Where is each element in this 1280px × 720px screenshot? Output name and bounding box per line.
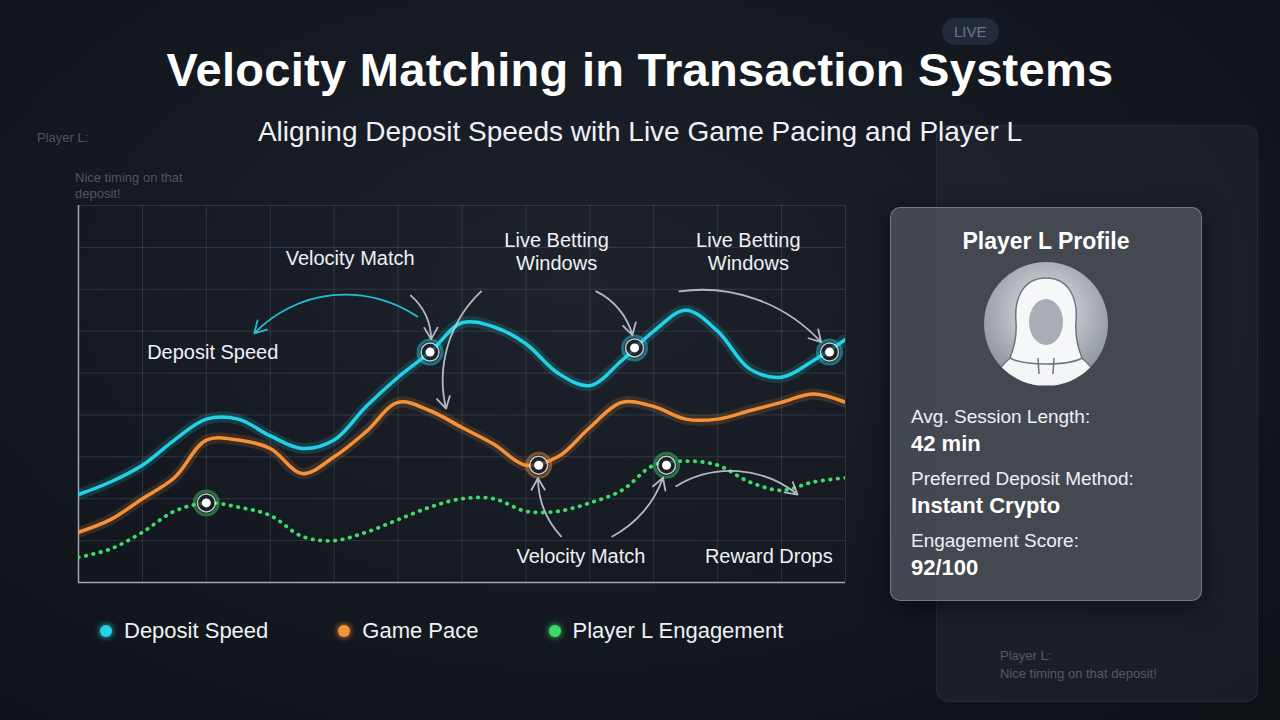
html-text:92/100: 92/100 (911, 555, 979, 580)
html-text:Deposit Speed: Deposit Speed (124, 618, 269, 643)
html-text:Preferred Deposit Method:: Preferred Deposit Method: (911, 468, 1134, 489)
html-text:Velocity Matching in Transacti: Velocity Matching in Transaction Systems (166, 43, 1114, 96)
html-text:Nice timing on that deposit!: Nice timing on that deposit! (1000, 666, 1157, 681)
svg-text:Reward Drops: Reward Drops (705, 545, 833, 567)
html-text:Aligning Deposit Speeds with L: Aligning Deposit Speeds with Live Game P… (257, 116, 1023, 147)
svg-text:Velocity Match: Velocity Match (286, 247, 415, 269)
html-text:Game Pace: Game Pace (362, 618, 479, 643)
svg-text:Velocity Match: Velocity Match (516, 545, 645, 567)
html-text:Player L Engagement: Player L Engagement (572, 618, 784, 643)
html-text:Player L:: Player L: (37, 130, 89, 145)
html-text:42 min: 42 min (911, 431, 981, 456)
html-text:Instant Crypto: Instant Crypto (911, 493, 1061, 518)
html-text:LIVE: LIVE (954, 23, 987, 40)
svg-text:Live BettingWindows: Live BettingWindows (504, 229, 609, 274)
html-text:Player L:: Player L: (1000, 648, 1052, 663)
html-text:Engagement Score:: Engagement Score: (911, 530, 1079, 551)
svg-text:Deposit Speed: Deposit Speed (147, 341, 278, 363)
html-text:Nice timing on that deposit!: Nice timing on that deposit! (75, 170, 183, 201)
svg-text:Live BettingWindows: Live BettingWindows (696, 229, 801, 274)
html-text:Avg. Session Length:: Avg. Session Length: (911, 406, 1091, 427)
html-text:Player L Profile: Player L Profile (962, 228, 1130, 254)
